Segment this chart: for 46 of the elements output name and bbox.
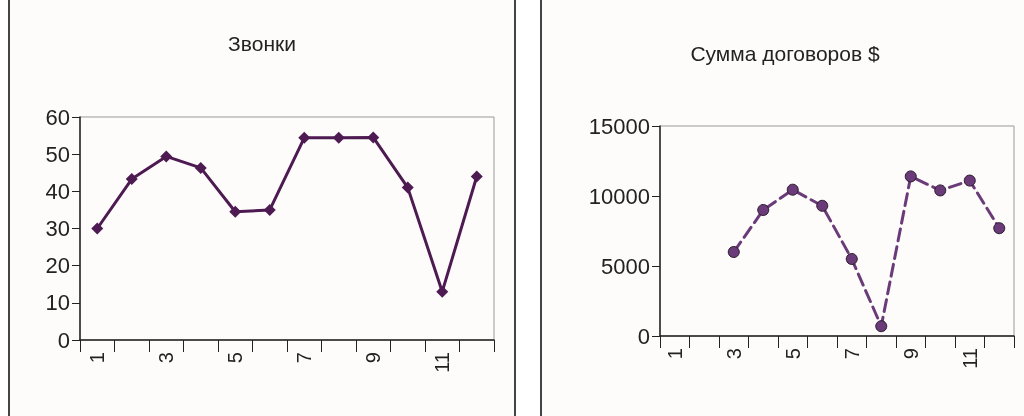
chart-title: Сумма договоров $ xyxy=(690,42,880,65)
y-tick-label: 15000 xyxy=(588,113,650,139)
y-tick-label: 30 xyxy=(45,216,70,241)
point xyxy=(786,183,799,196)
x-tick-label: 9 xyxy=(899,348,922,360)
x-tick-label: 7 xyxy=(293,352,316,364)
x-tick-label: 5 xyxy=(224,352,247,364)
point xyxy=(125,173,138,186)
x-tick-label: 9 xyxy=(362,352,385,364)
x-tick-label: 3 xyxy=(722,348,745,360)
point xyxy=(298,131,311,144)
y-tick-label: 50 xyxy=(45,141,70,167)
point xyxy=(934,184,947,197)
y-tick-label: 10000 xyxy=(588,183,650,209)
point xyxy=(470,170,483,183)
point xyxy=(875,320,888,333)
point xyxy=(727,246,740,258)
point xyxy=(160,150,173,163)
x-tick-label: 11 xyxy=(431,352,454,373)
y-tick-label: 40 xyxy=(45,178,70,204)
x-tick-label: 1 xyxy=(86,352,109,364)
point xyxy=(436,285,449,298)
point xyxy=(845,253,858,265)
point xyxy=(91,222,104,235)
point xyxy=(904,170,917,183)
point xyxy=(263,203,276,216)
point xyxy=(367,131,380,144)
x-tick-label: 11 xyxy=(958,348,981,369)
point xyxy=(816,199,829,212)
y-tick-label: 0 xyxy=(637,323,650,349)
y-tick-label: 60 xyxy=(45,104,70,130)
y-tick-label: 10 xyxy=(45,290,70,316)
point xyxy=(332,131,345,144)
point xyxy=(993,222,1006,235)
point xyxy=(194,161,207,174)
y-tick-label: 20 xyxy=(45,253,70,279)
x-tick-label: 3 xyxy=(155,352,178,364)
y-tick-label: 0 xyxy=(57,327,70,353)
point xyxy=(757,204,770,216)
y-tick-label: 5000 xyxy=(601,253,650,279)
x-tick-label: 5 xyxy=(781,348,804,360)
point xyxy=(401,181,414,194)
point xyxy=(963,174,976,187)
x-tick-label: 7 xyxy=(840,348,863,360)
chart-title: Звонки xyxy=(228,32,296,55)
x-tick-label: 1 xyxy=(663,348,686,360)
